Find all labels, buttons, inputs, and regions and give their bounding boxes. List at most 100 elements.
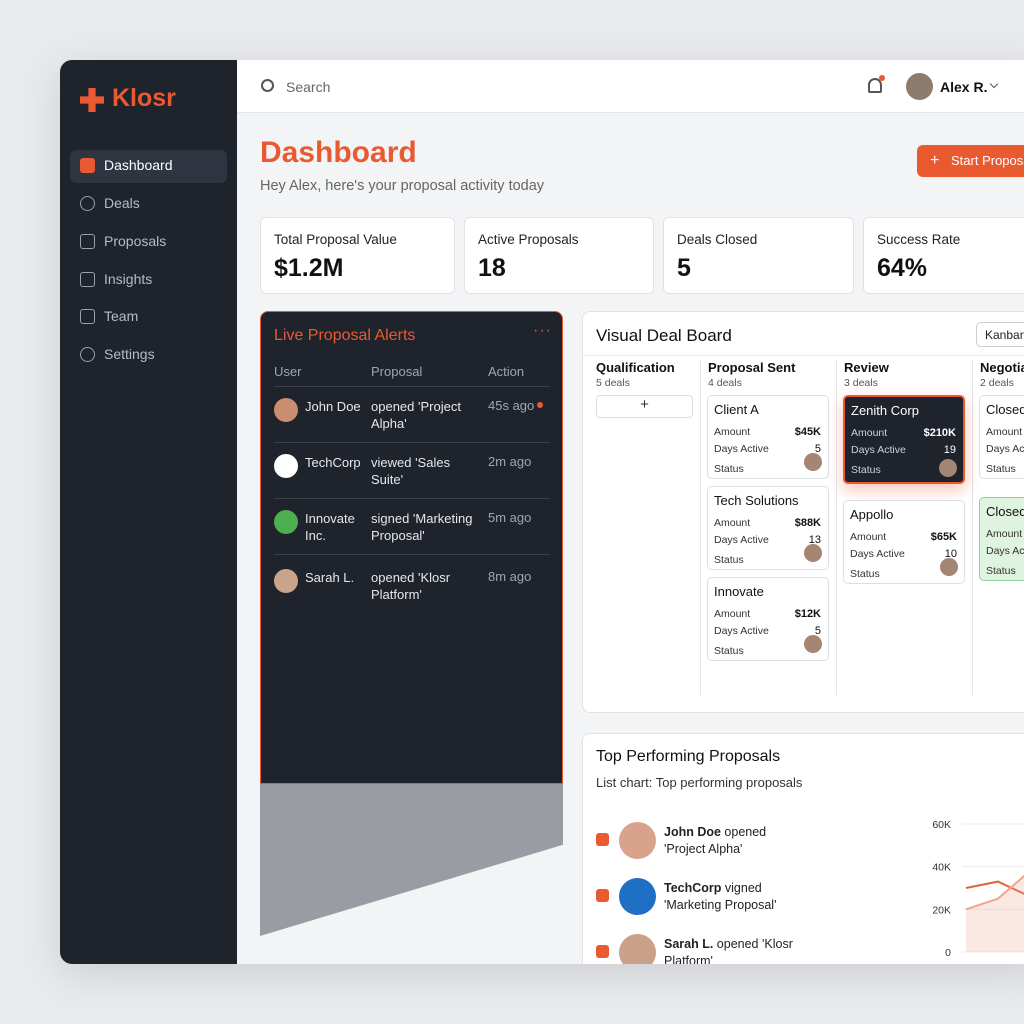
search[interactable]: Search bbox=[286, 79, 331, 95]
search-icon bbox=[261, 79, 274, 92]
item-text: vigned 'Marketing Proposal' bbox=[664, 881, 777, 912]
nav-item[interactable]: Insights bbox=[104, 271, 153, 287]
kpi-label: Success Rate bbox=[877, 232, 961, 247]
deal-card[interactable]: Tech Solutions Amount Days Active Status $88… bbox=[707, 486, 829, 570]
avatar bbox=[619, 822, 656, 859]
deal-card[interactable]: Closed Amount Days Active Status bbox=[979, 497, 1024, 581]
kpi-label: Active Proposals bbox=[478, 232, 579, 247]
y-tick-label: 0 bbox=[945, 947, 951, 959]
field-label: Amount bbox=[714, 608, 751, 620]
deal-card[interactable]: Client A Amount Days Active Status $45K 5 bbox=[707, 395, 829, 479]
start-button[interactable]: Start Proposal bbox=[917, 145, 1024, 177]
panel-shadow bbox=[260, 784, 563, 936]
card-name: Zenith Corp bbox=[851, 403, 919, 418]
y-tick-label: 60K bbox=[932, 819, 951, 831]
top-item: John Doe opened 'Project Alpha' bbox=[664, 824, 794, 858]
view-toggle[interactable]: Kanban bbox=[976, 322, 1024, 347]
page-title: Dashboard bbox=[260, 136, 417, 169]
board-title: Visual Deal Board bbox=[596, 326, 732, 345]
add-card[interactable]: + bbox=[596, 395, 693, 418]
column-divider bbox=[972, 360, 973, 695]
field-label: Status bbox=[714, 554, 744, 566]
alert-proposal: opened 'Klosr Platform' bbox=[371, 570, 451, 602]
nav-item[interactable]: Proposals bbox=[104, 233, 167, 249]
kpi-card: Success Rate 64% bbox=[863, 217, 1024, 294]
checkbox[interactable] bbox=[596, 945, 609, 958]
top-subtitle: List chart: Top performing proposals bbox=[596, 775, 803, 790]
card-name: Closed bbox=[986, 504, 1024, 519]
nav-item[interactable]: Dashboard bbox=[104, 157, 173, 173]
top-item: TechCorp vigned 'Marketing Proposal' bbox=[664, 880, 794, 914]
card-days: 5 bbox=[814, 625, 821, 637]
nav-icon bbox=[80, 234, 95, 249]
alert-time: 45s ago bbox=[488, 398, 535, 413]
card-amount: $88K bbox=[794, 517, 821, 529]
field-label: Days Active bbox=[986, 443, 1024, 455]
field-label: Amount bbox=[986, 426, 1023, 438]
alert-time: 5m ago bbox=[488, 510, 532, 525]
column-divider bbox=[836, 360, 837, 695]
field-label: Status bbox=[714, 645, 744, 657]
alert-time: 2m ago bbox=[488, 454, 532, 469]
user-avatar bbox=[906, 73, 933, 100]
nav-item[interactable]: Deals bbox=[104, 195, 140, 211]
field-label: Status bbox=[850, 568, 880, 580]
alert-user: Innovate Inc. bbox=[305, 511, 355, 543]
deal-card[interactable]: Innovate Amount Days Active Status $12K 5 bbox=[707, 577, 829, 661]
field-label: Days Active bbox=[714, 534, 769, 546]
divider bbox=[274, 554, 550, 555]
checkbox[interactable] bbox=[596, 833, 609, 846]
line-chart: 0 20K 40K 60K bbox=[932, 819, 1024, 959]
top-item: Sarah L. opened 'Klosr Platform' bbox=[664, 936, 794, 964]
card-name: Innovate bbox=[714, 584, 764, 599]
avatar bbox=[619, 934, 656, 964]
card-amount: $210K bbox=[923, 427, 956, 439]
card-days: 13 bbox=[808, 534, 821, 546]
user-name[interactable]: Alex R. bbox=[940, 79, 988, 95]
deal-card[interactable]: Closed Amount Days Active Status bbox=[979, 395, 1024, 479]
top-title: Top Performing Proposals bbox=[596, 748, 781, 765]
column-divider bbox=[700, 360, 701, 695]
checkbox[interactable] bbox=[596, 889, 609, 902]
item-text: opened 'Project Alpha' bbox=[664, 825, 767, 856]
nav-icon bbox=[80, 272, 95, 287]
field-label: Amount bbox=[714, 517, 751, 529]
card-name: Tech Solutions bbox=[714, 493, 799, 508]
bell[interactable] bbox=[868, 78, 882, 93]
y-tick-label: 20K bbox=[932, 904, 951, 916]
card-amount: $12K bbox=[794, 608, 821, 620]
more[interactable]: ··· bbox=[533, 322, 552, 339]
kpi-value: 64% bbox=[877, 254, 928, 282]
alerts-panel: Live Proposal Alerts ··· User Proposal Actio… bbox=[260, 311, 563, 784]
nav-item[interactable]: Settings bbox=[104, 346, 155, 362]
deal-card[interactable]: Appollo Amount Days Active Status $65K 10 bbox=[843, 500, 965, 584]
alert-proposal: viewed 'Sales Suite' bbox=[371, 455, 451, 487]
brand: Klosr bbox=[112, 84, 176, 112]
kpi-card: Deals Closed 5 bbox=[663, 217, 854, 294]
status-avatar bbox=[804, 635, 822, 653]
alert-user: Sarah L. bbox=[305, 570, 355, 585]
nav-icon bbox=[80, 158, 95, 173]
divider bbox=[583, 355, 1024, 356]
field-label: Days Active bbox=[714, 625, 769, 637]
divider bbox=[274, 498, 550, 499]
nav-icon bbox=[80, 196, 95, 211]
field-label: Status bbox=[714, 463, 744, 475]
column-name: Review bbox=[844, 360, 889, 375]
avatar bbox=[274, 454, 298, 478]
bell-dot bbox=[879, 75, 885, 81]
avatar bbox=[274, 398, 298, 422]
card-amount: $45K bbox=[794, 426, 821, 438]
alert-proposal: signed 'Marketing Proposal' bbox=[371, 511, 473, 543]
alert-time: 8m ago bbox=[488, 569, 532, 584]
nav-item[interactable]: Team bbox=[104, 308, 139, 324]
area bbox=[966, 876, 1024, 952]
field-label: Amount bbox=[986, 528, 1023, 540]
deal-card[interactable]: Zenith Corp Amount Days Active Status $210K 1… bbox=[843, 395, 965, 484]
y-tick-label: 40K bbox=[932, 862, 951, 874]
card-days: 19 bbox=[943, 444, 956, 456]
column-header: Action bbox=[488, 364, 525, 379]
column-header: Proposal bbox=[371, 364, 423, 379]
avatar bbox=[274, 569, 298, 593]
